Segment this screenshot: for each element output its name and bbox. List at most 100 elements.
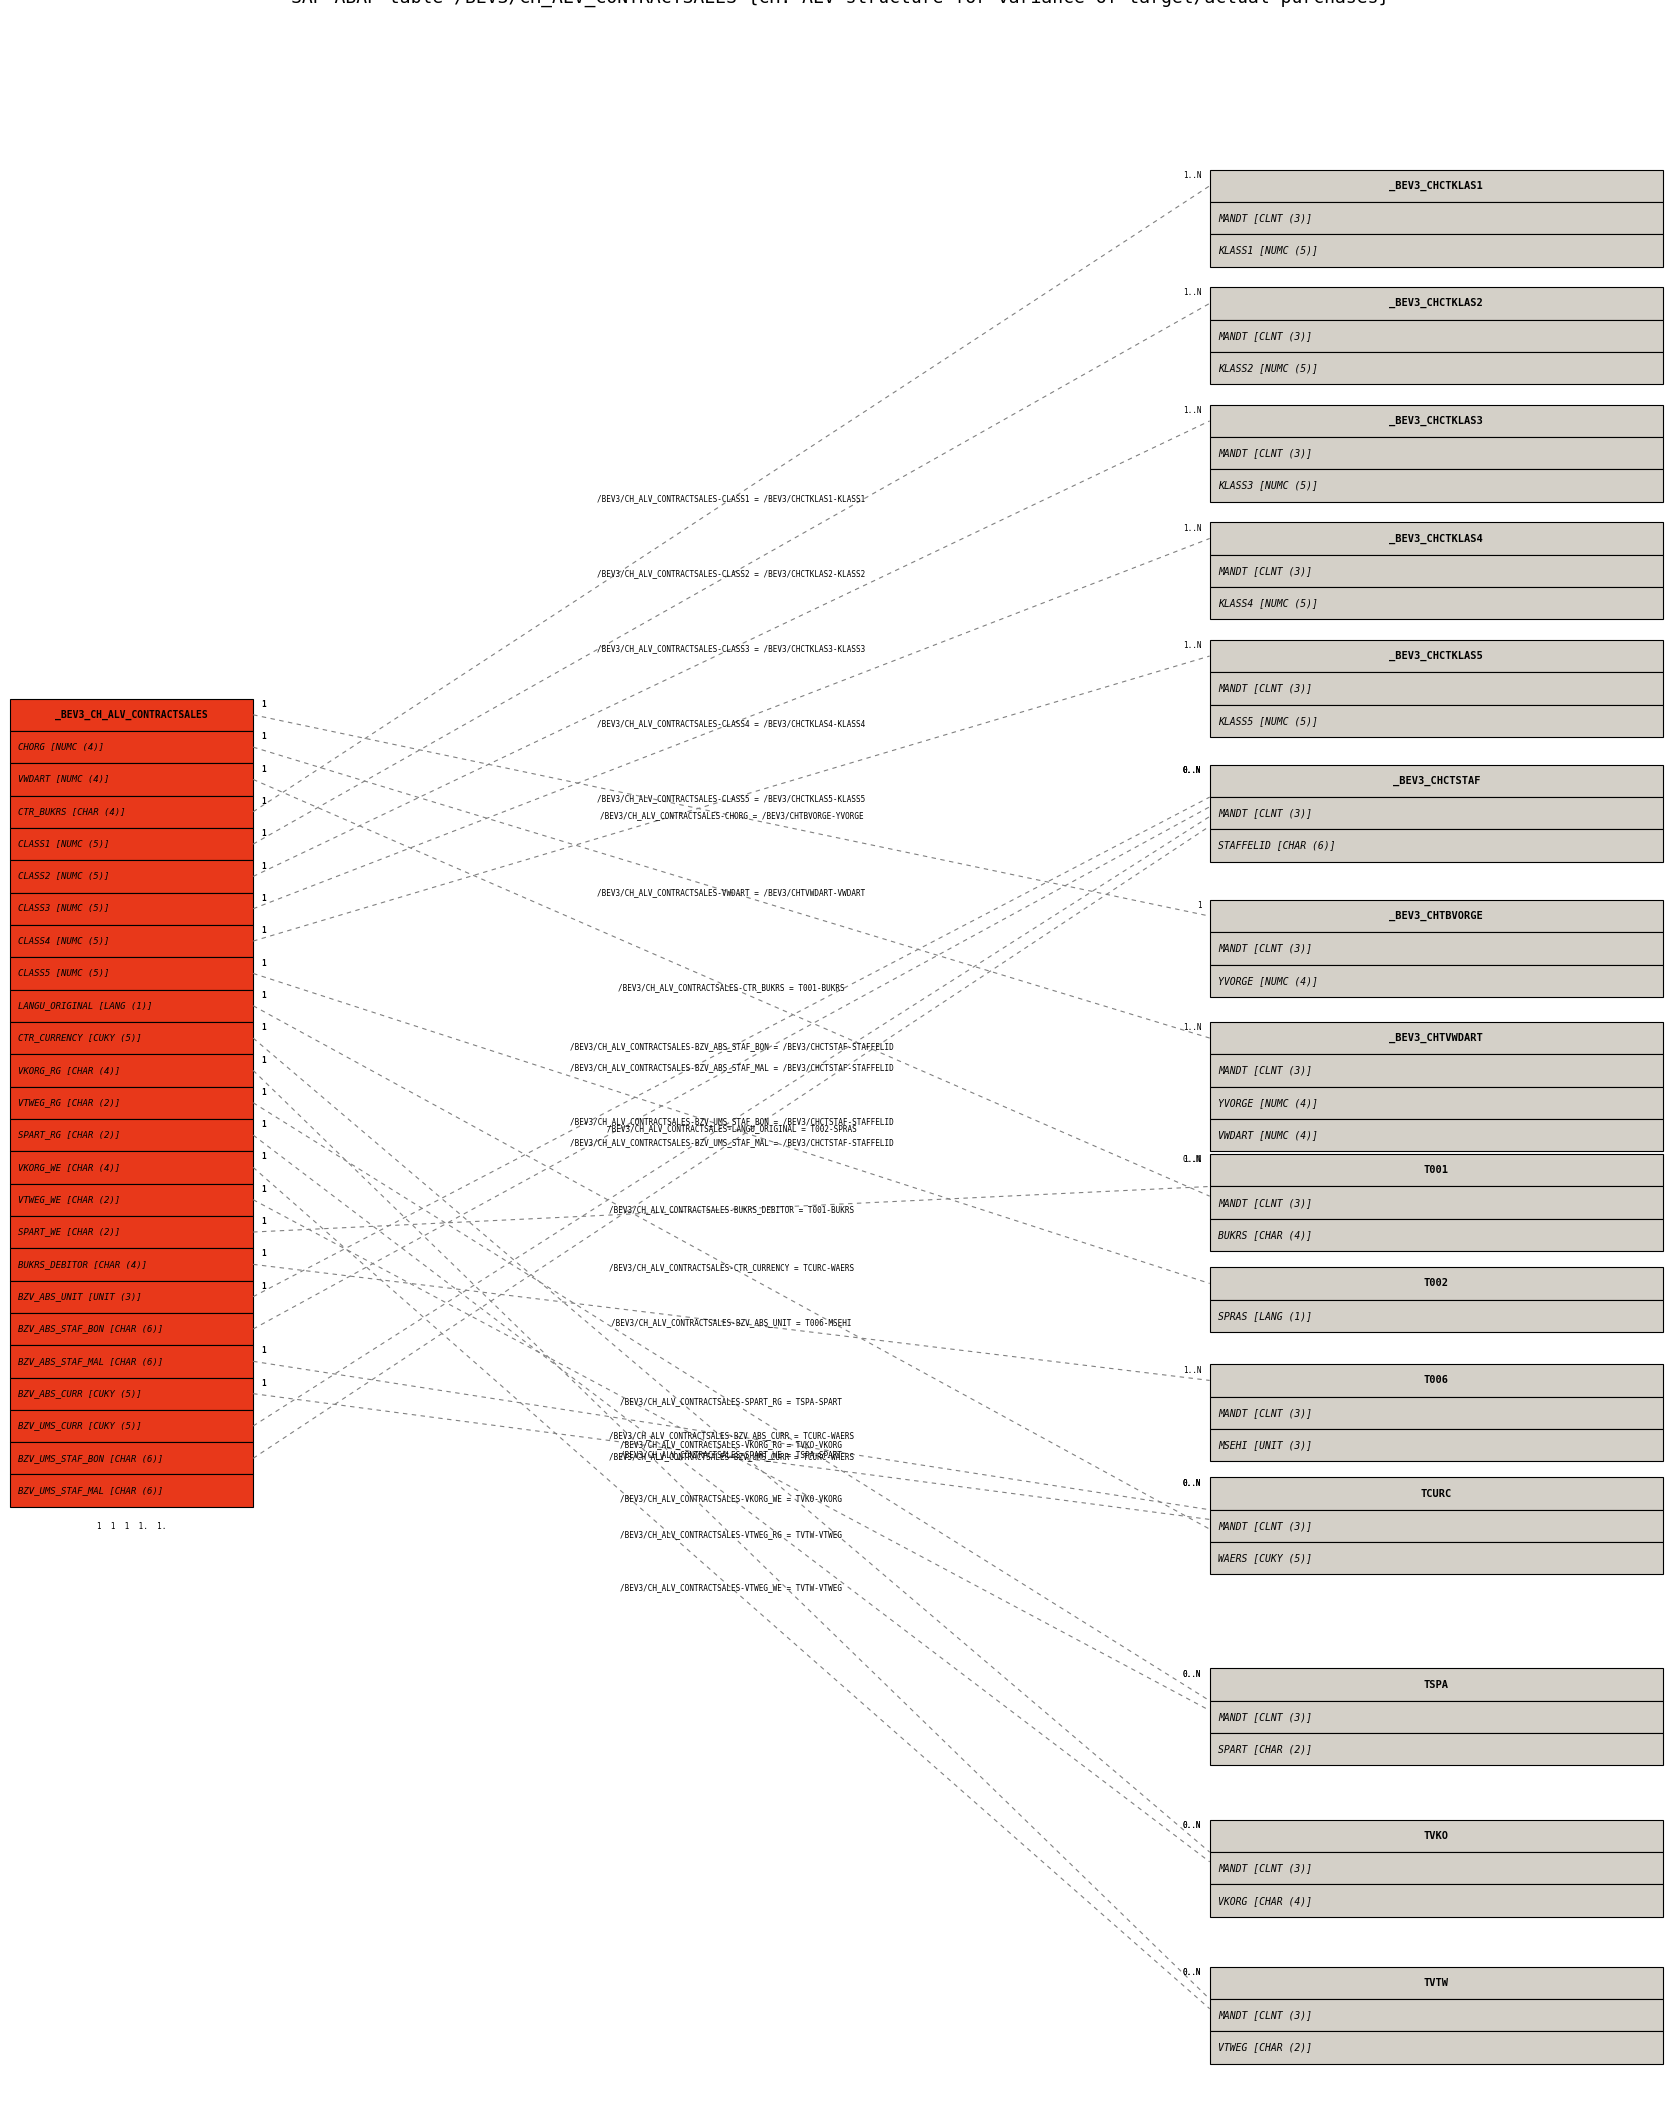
Text: 0..N: 0..N (1183, 767, 1201, 775)
Text: 1..N: 1..N (1183, 642, 1201, 650)
FancyBboxPatch shape (1210, 470, 1662, 502)
FancyBboxPatch shape (1210, 555, 1662, 587)
FancyBboxPatch shape (1210, 830, 1662, 862)
FancyBboxPatch shape (1210, 705, 1662, 737)
Text: 1: 1 (262, 959, 265, 968)
FancyBboxPatch shape (1210, 1021, 1662, 1055)
FancyBboxPatch shape (10, 957, 254, 989)
Text: TCURC: TCURC (1420, 1489, 1452, 1500)
Text: BZV_UMS_STAF_MAL [CHAR (6)]: BZV_UMS_STAF_MAL [CHAR (6)] (18, 1487, 163, 1495)
Text: STAFFELID [CHAR (6)]: STAFFELID [CHAR (6)] (1218, 841, 1336, 851)
Text: 1: 1 (262, 830, 265, 839)
FancyBboxPatch shape (1210, 1968, 1662, 1999)
FancyBboxPatch shape (1210, 640, 1662, 671)
Text: /BEV3/CH_ALV_CONTRACTSALES-CHORG = /BEV3/CHTBVORGE-YVORGE: /BEV3/CH_ALV_CONTRACTSALES-CHORG = /BEV3… (600, 811, 864, 820)
FancyBboxPatch shape (10, 1021, 254, 1055)
Text: YVORGE [NUMC (4)]: YVORGE [NUMC (4)] (1218, 976, 1317, 985)
FancyBboxPatch shape (1210, 1885, 1662, 1917)
Text: 1..N: 1..N (1183, 1156, 1201, 1165)
Text: 1: 1 (262, 1218, 265, 1226)
FancyBboxPatch shape (1210, 405, 1662, 436)
FancyBboxPatch shape (1210, 1478, 1662, 1510)
Text: /BEV3/CH_ALV_CONTRACTSALES-VKORG_RG = TVKO-VKORG: /BEV3/CH_ALV_CONTRACTSALES-VKORG_RG = TV… (620, 1440, 842, 1449)
Text: /BEV3/CH_ALV_CONTRACTSALES-CLASS5 = /BEV3/CHCTKLAS5-KLASS5: /BEV3/CH_ALV_CONTRACTSALES-CLASS5 = /BEV… (596, 794, 865, 803)
Text: 0..N: 0..N (1183, 1478, 1201, 1487)
Text: /BEV3/CH_ALV_CONTRACTSALES-BZV_ABS_STAF_BON = /BEV3/CHCTSTAF-STAFFELID: /BEV3/CH_ALV_CONTRACTSALES-BZV_ABS_STAF_… (570, 1042, 892, 1051)
FancyBboxPatch shape (10, 892, 254, 926)
Text: TVTW: TVTW (1423, 1978, 1448, 1989)
Text: 1: 1 (262, 1347, 265, 1356)
Text: BZV_ABS_STAF_BON [CHAR (6)]: BZV_ABS_STAF_BON [CHAR (6)] (18, 1324, 163, 1334)
Text: /BEV3/CH_ALV_CONTRACTSALES-VTWEG_WE = TVTW-VTWEG: /BEV3/CH_ALV_CONTRACTSALES-VTWEG_WE = TV… (620, 1584, 842, 1593)
Text: MANDT [CLNT (3)]: MANDT [CLNT (3)] (1218, 449, 1312, 457)
Text: MANDT [CLNT (3)]: MANDT [CLNT (3)] (1218, 1065, 1312, 1076)
Text: CTR_CURRENCY [CUKY (5)]: CTR_CURRENCY [CUKY (5)] (18, 1034, 141, 1042)
FancyBboxPatch shape (10, 1184, 254, 1216)
Text: /BEV3/CH_ALV_CONTRACTSALES-CLASS1 = /BEV3/CHCTKLAS1-KLASS1: /BEV3/CH_ALV_CONTRACTSALES-CLASS1 = /BEV… (596, 493, 865, 504)
Text: 1: 1 (262, 862, 265, 870)
Text: _BEV3_CHCTKLAS5: _BEV3_CHCTKLAS5 (1389, 650, 1482, 661)
FancyBboxPatch shape (10, 1055, 254, 1087)
FancyBboxPatch shape (1210, 288, 1662, 320)
Text: 1: 1 (262, 1379, 265, 1387)
FancyBboxPatch shape (1210, 2031, 1662, 2063)
Text: KLASS3 [NUMC (5)]: KLASS3 [NUMC (5)] (1218, 481, 1317, 491)
FancyBboxPatch shape (1210, 765, 1662, 796)
Text: 1: 1 (1196, 902, 1201, 911)
Text: MANDT [CLNT (3)]: MANDT [CLNT (3)] (1218, 566, 1312, 576)
FancyBboxPatch shape (10, 1377, 254, 1411)
Text: 1..N: 1..N (1183, 288, 1201, 297)
Text: T001: T001 (1423, 1165, 1448, 1175)
Text: _BEV3_CHCTKLAS3: _BEV3_CHCTKLAS3 (1389, 415, 1482, 426)
FancyBboxPatch shape (10, 860, 254, 892)
FancyBboxPatch shape (10, 1281, 254, 1313)
Text: 0..N: 0..N (1183, 1156, 1201, 1165)
Text: BZV_UMS_CURR [CUKY (5)]: BZV_UMS_CURR [CUKY (5)] (18, 1421, 141, 1430)
Text: KLASS2 [NUMC (5)]: KLASS2 [NUMC (5)] (1218, 362, 1317, 373)
FancyBboxPatch shape (1210, 671, 1662, 705)
Text: MANDT [CLNT (3)]: MANDT [CLNT (3)] (1218, 2010, 1312, 2021)
Text: /BEV3/CH_ALV_CONTRACTSALES-VKORG_WE = TVKO-VKORG: /BEV3/CH_ALV_CONTRACTSALES-VKORG_WE = TV… (620, 1493, 842, 1504)
FancyBboxPatch shape (1210, 1701, 1662, 1733)
Text: MANDT [CLNT (3)]: MANDT [CLNT (3)] (1218, 1197, 1312, 1207)
FancyBboxPatch shape (1210, 201, 1662, 235)
FancyBboxPatch shape (1210, 1300, 1662, 1332)
Text: 1..N: 1..N (1183, 1366, 1201, 1375)
Text: KLASS1 [NUMC (5)]: KLASS1 [NUMC (5)] (1218, 246, 1317, 256)
Text: 1: 1 (262, 1055, 265, 1065)
FancyBboxPatch shape (10, 1118, 254, 1152)
FancyBboxPatch shape (1210, 796, 1662, 830)
Text: 0..N: 0..N (1183, 767, 1201, 775)
Text: /BEV3/CH_ALV_CONTRACTSALES-VTWEG_RG = TVTW-VTWEG: /BEV3/CH_ALV_CONTRACTSALES-VTWEG_RG = TV… (620, 1529, 842, 1540)
FancyBboxPatch shape (1210, 1542, 1662, 1574)
Text: 0..N: 0..N (1183, 1478, 1201, 1487)
Text: _BEV3_CHCTSTAF: _BEV3_CHCTSTAF (1391, 775, 1478, 786)
Text: 1: 1 (262, 765, 265, 773)
FancyBboxPatch shape (1210, 1154, 1662, 1186)
Text: T002: T002 (1423, 1279, 1448, 1288)
FancyBboxPatch shape (1210, 1669, 1662, 1701)
Text: SPART_RG [CHAR (2)]: SPART_RG [CHAR (2)] (18, 1131, 121, 1139)
Text: CHORG [NUMC (4)]: CHORG [NUMC (4)] (18, 743, 104, 752)
Text: _BEV3_CHTVWDART: _BEV3_CHTVWDART (1389, 1034, 1482, 1044)
Text: SPART [CHAR (2)]: SPART [CHAR (2)] (1218, 1745, 1312, 1754)
Text: MANDT [CLNT (3)]: MANDT [CLNT (3)] (1218, 1864, 1312, 1872)
Text: MANDT [CLNT (3)]: MANDT [CLNT (3)] (1218, 1408, 1312, 1417)
Text: 1: 1 (262, 894, 265, 902)
FancyBboxPatch shape (10, 1313, 254, 1345)
Text: BZV_ABS_UNIT [UNIT (3)]: BZV_ABS_UNIT [UNIT (3)] (18, 1292, 141, 1300)
Text: 0..N: 0..N (1183, 1478, 1201, 1487)
Text: VKORG_RG [CHAR (4)]: VKORG_RG [CHAR (4)] (18, 1065, 121, 1076)
FancyBboxPatch shape (10, 1411, 254, 1442)
FancyBboxPatch shape (1210, 1267, 1662, 1300)
Text: /BEV3/CH_ALV_CONTRACTSALES-LANGU_ORIGINAL = T002-SPRAS: /BEV3/CH_ALV_CONTRACTSALES-LANGU_ORIGINA… (606, 1125, 855, 1133)
Text: MANDT [CLNT (3)]: MANDT [CLNT (3)] (1218, 214, 1312, 222)
FancyBboxPatch shape (1210, 1430, 1662, 1461)
Text: 1: 1 (262, 991, 265, 1000)
Text: CLASS2 [NUMC (5)]: CLASS2 [NUMC (5)] (18, 873, 109, 881)
Text: YVORGE [NUMC (4)]: YVORGE [NUMC (4)] (1218, 1097, 1317, 1108)
FancyBboxPatch shape (10, 1216, 254, 1248)
Text: 0..N: 0..N (1183, 1669, 1201, 1680)
Text: 1: 1 (262, 1184, 265, 1195)
Text: VWDART [NUMC (4)]: VWDART [NUMC (4)] (18, 775, 109, 784)
